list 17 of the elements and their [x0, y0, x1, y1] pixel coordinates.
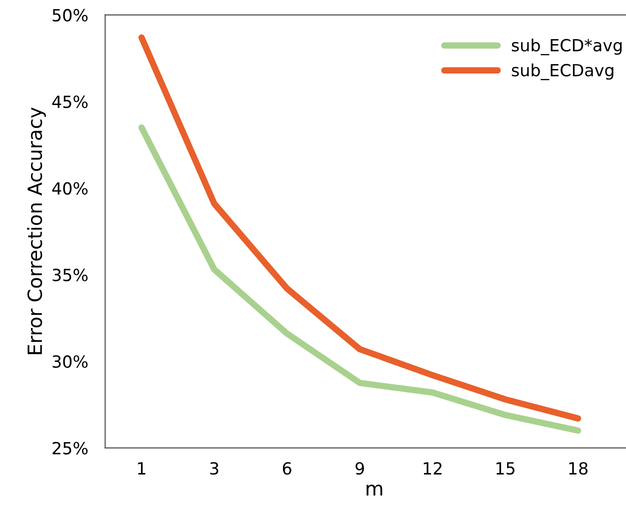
x-tick-label: 3	[210, 462, 218, 475]
y-tick-label: 30%	[52, 355, 88, 368]
y-tick-label: 25%	[52, 442, 88, 454]
y-tick-label: 50%	[52, 8, 88, 22]
x-tick-label: 6	[282, 462, 292, 475]
x-tick-label: 18	[569, 462, 588, 475]
legend-label: sub_ECD*avg	[512, 38, 622, 56]
y-tick-label: 40%	[52, 182, 88, 195]
x-tick-label: 15	[496, 462, 514, 475]
x-axis-title: m	[366, 484, 382, 496]
y-tick-label: 35%	[52, 268, 88, 282]
y-tick-label: 45%	[52, 96, 88, 108]
x-tick-label: 9	[356, 462, 364, 475]
y-axis-title: Error Correction Accuracy	[27, 107, 46, 354]
x-tick-label: 12	[424, 462, 442, 474]
x-tick-label: 1	[138, 462, 146, 474]
legend-label: sub_ECDavg	[512, 64, 614, 80]
